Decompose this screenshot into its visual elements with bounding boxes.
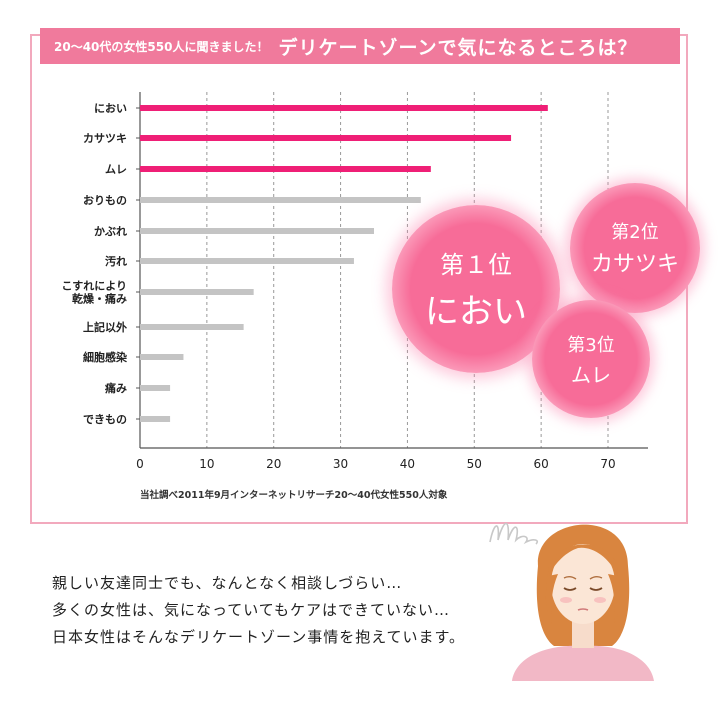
rank-3-label: 第3位 <box>567 334 615 356</box>
category-label-7: 上記以外 <box>83 320 127 334</box>
chart-source-note: 当社調べ2011年9月インターネットリサーチ20〜40代女性550人対象 <box>140 490 448 501</box>
rank-2-label: 第2位 <box>611 222 659 243</box>
x-tick-label-20: 20 <box>266 457 281 471</box>
bar-8 <box>140 354 184 360</box>
bar-4 <box>140 228 374 234</box>
rank-1-name: におい <box>425 292 527 332</box>
bar-2 <box>140 166 431 172</box>
category-label-3: おりもの <box>83 194 127 207</box>
category-label-0: におい <box>94 102 127 115</box>
rank-2-name: カサツキ <box>590 252 679 277</box>
bar-10 <box>140 416 171 422</box>
bar-1 <box>140 135 512 141</box>
category-label-10: できもの <box>83 413 127 426</box>
message-line-2: 多くの女性は、気になっていてもケアはできていない… <box>52 601 451 619</box>
category-label-8: 細胞感染 <box>83 350 128 364</box>
message-line-3: 日本女性はそんなデリケートゾーン事情を抱えています。 <box>52 628 466 646</box>
bar-6 <box>140 289 254 295</box>
message-line-1: 親しい友達同士でも、なんとなく相談しづらい… <box>52 574 403 592</box>
bar-0 <box>140 105 548 111</box>
chart-header: 20〜40代の女性550人に聞きました！ デリケートゾーンで気になるところは？ <box>40 28 680 64</box>
bar-9 <box>140 385 171 391</box>
x-tick-label-40: 40 <box>400 457 415 471</box>
x-tick-label-10: 10 <box>199 457 214 471</box>
category-label-6-0: こすれにより <box>61 280 127 293</box>
x-tick-label-30: 30 <box>333 457 348 471</box>
message-text: 親しい友達同士でも、なんとなく相談しづらい… 多くの女性は、気になっていてもケア… <box>52 570 465 651</box>
category-label-6-1: 乾燥・痛み <box>72 292 127 306</box>
rank-1-bubble: 第１位 におい <box>392 205 560 373</box>
x-tick-label-60: 60 <box>534 457 549 471</box>
bar-3 <box>140 197 421 203</box>
category-label-1: カサツキ <box>83 132 127 145</box>
category-label-4: かぶれ <box>94 225 127 238</box>
bar-7 <box>140 324 244 330</box>
scribble-decoration <box>489 522 539 545</box>
category-label-5: 汚れ <box>105 254 127 268</box>
rank-2-bubble: 第2位 カサツキ <box>570 183 700 313</box>
x-tick-label-0: 0 <box>136 457 144 471</box>
x-tick-label-70: 70 <box>600 457 615 471</box>
bar-5 <box>140 258 354 264</box>
chart-title: デリケートゾーンで気になるところは？ <box>278 36 638 59</box>
chart-subtitle: 20〜40代の女性550人に聞きました！ <box>54 39 269 54</box>
rank-3-bubble: 第3位 ムレ <box>532 300 650 418</box>
category-label-9: 痛み <box>104 381 127 395</box>
rank-3-name: ムレ <box>571 362 611 387</box>
x-tick-label-50: 50 <box>467 457 482 471</box>
category-label-2: ムレ <box>105 163 127 176</box>
woman-illustration <box>512 524 654 681</box>
rank-1-label: 第１位 <box>440 251 512 279</box>
